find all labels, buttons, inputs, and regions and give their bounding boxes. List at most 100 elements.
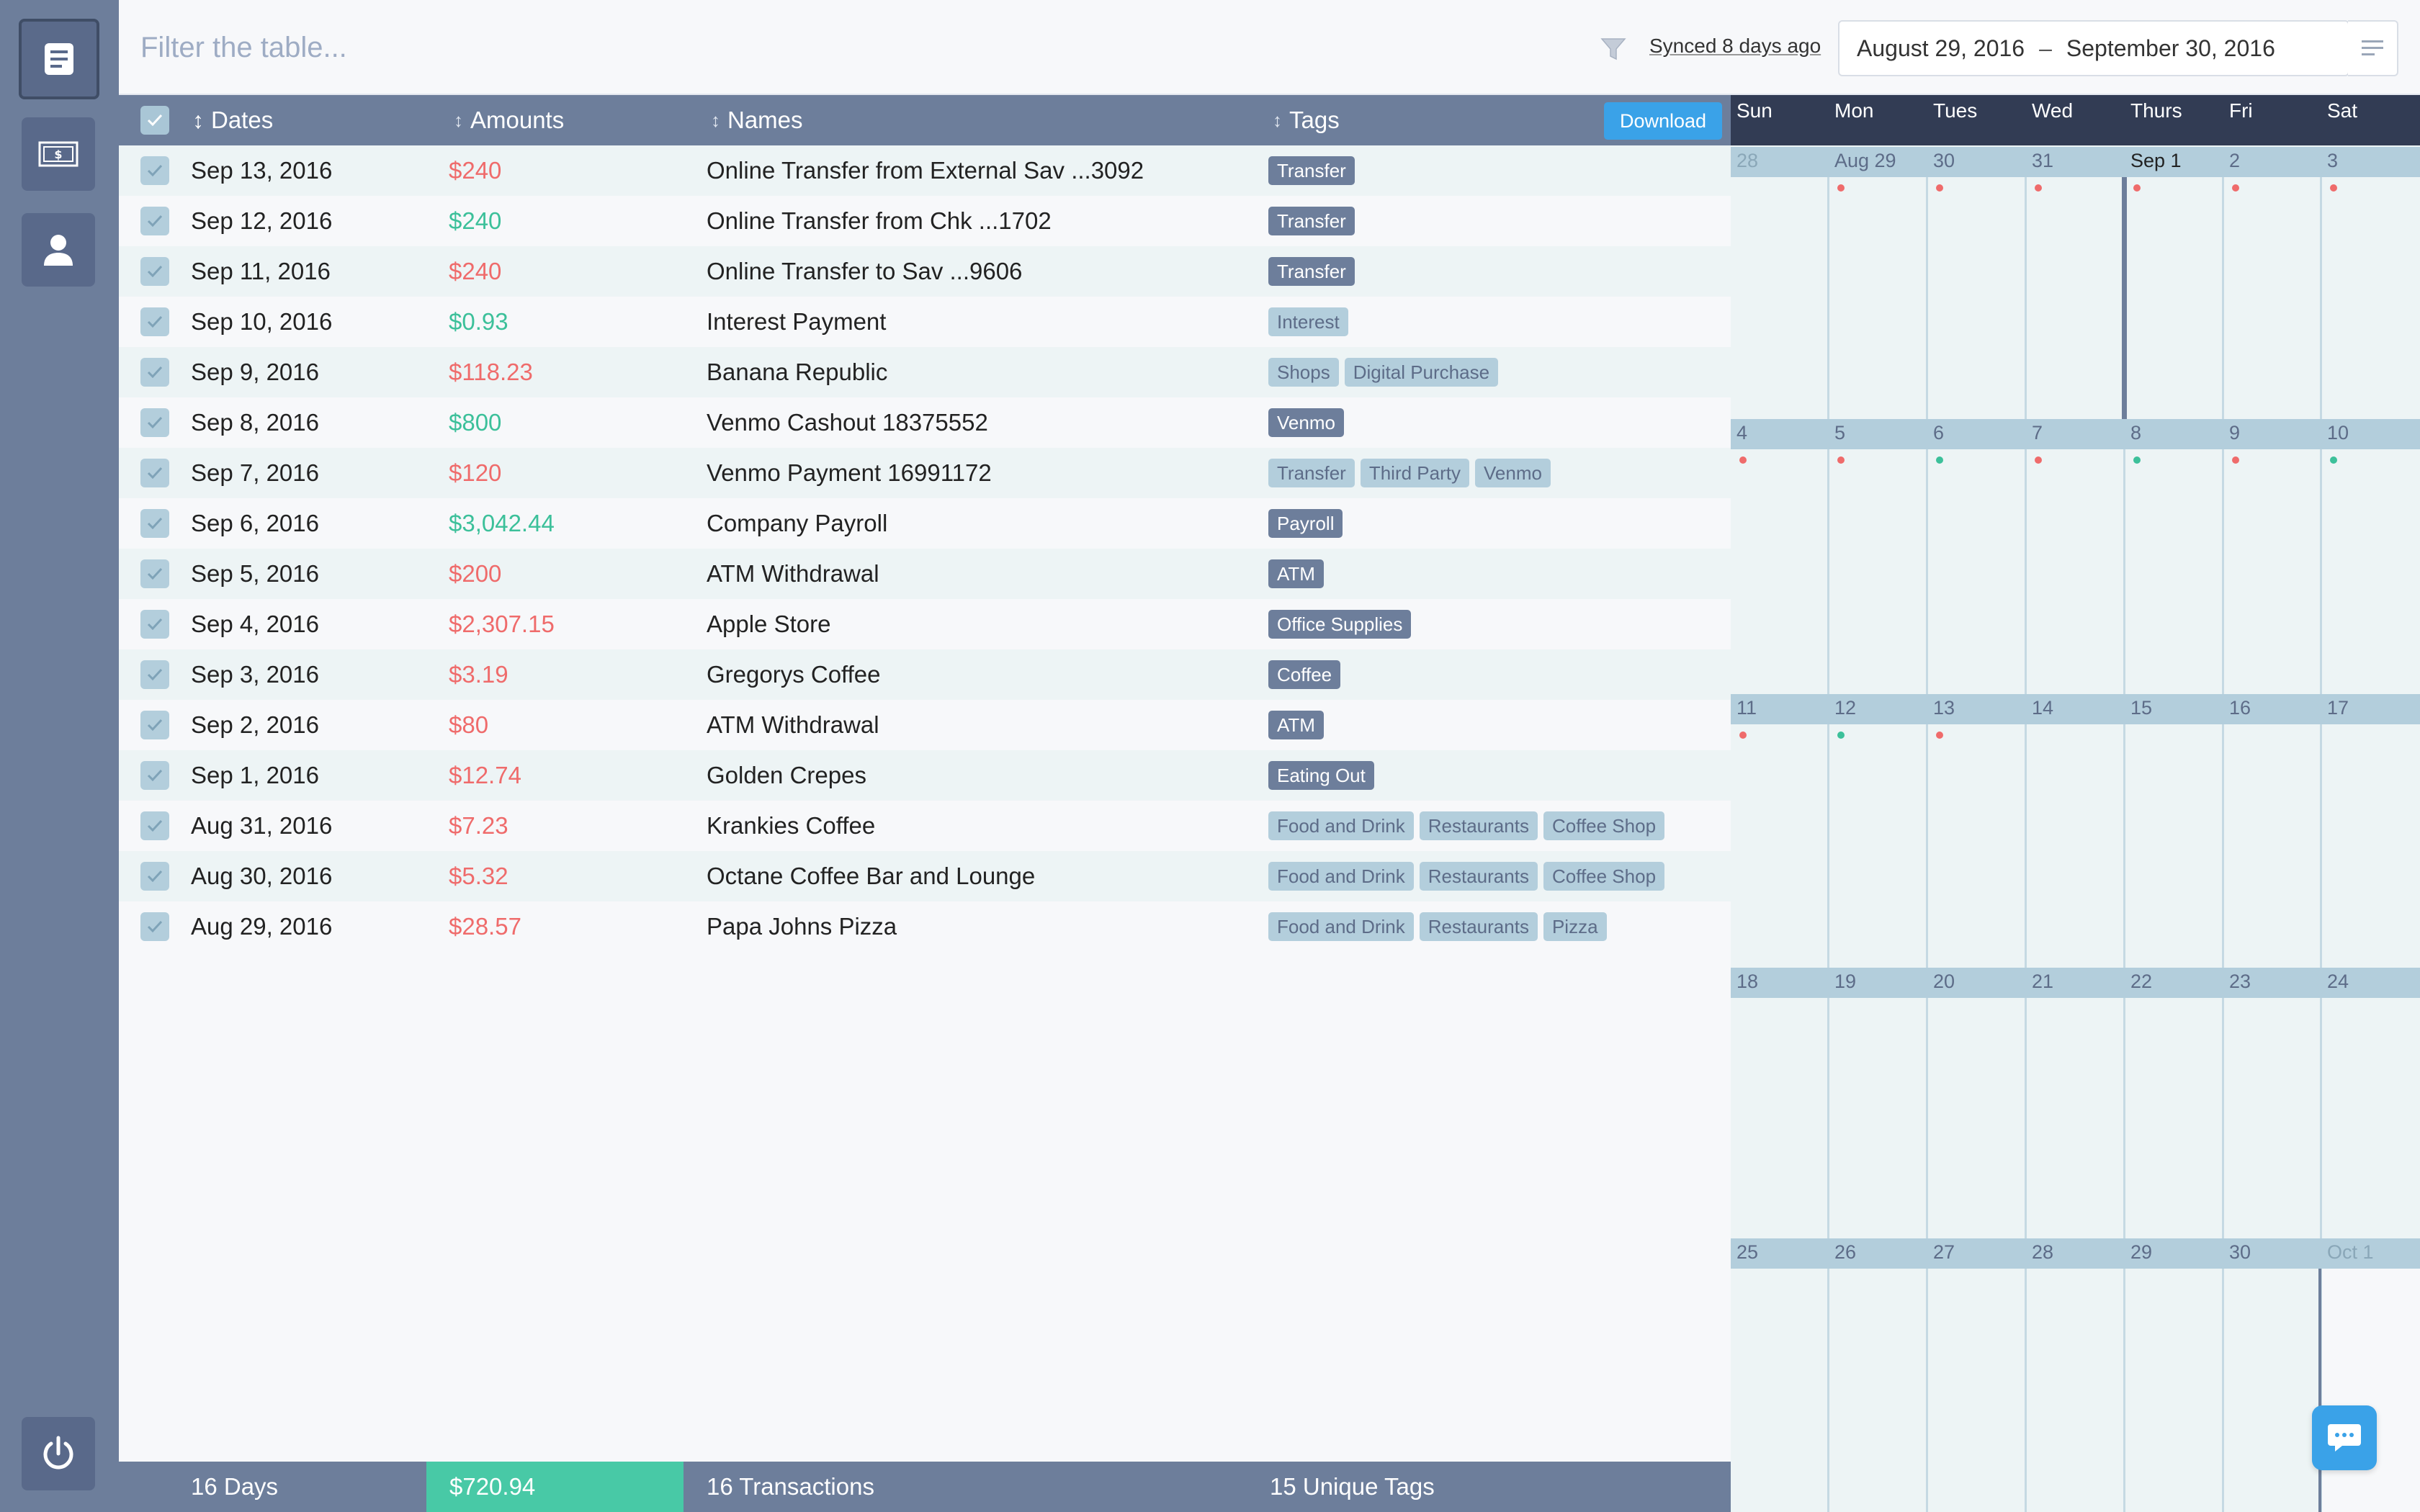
calendar-day[interactable]: 25: [1731, 1238, 1829, 1512]
logout-button[interactable]: [22, 1417, 95, 1490]
calendar-day[interactable]: 22: [2125, 968, 2223, 1238]
calendar-day[interactable]: 30: [2223, 1238, 2322, 1512]
tag-badge[interactable]: Payroll: [1268, 509, 1343, 538]
tag-badge[interactable]: Restaurants: [1419, 912, 1538, 941]
select-all-checkbox[interactable]: [140, 95, 169, 145]
tag-badge[interactable]: Food and Drink: [1268, 811, 1414, 840]
table-row[interactable]: Sep 1, 2016 $12.74 Golden Crepes Eating …: [119, 750, 1731, 801]
table-row[interactable]: Sep 7, 2016 $120 Venmo Payment 16991172 …: [119, 448, 1731, 498]
row-checkbox[interactable]: [140, 196, 169, 246]
tag-badge[interactable]: Venmo: [1475, 459, 1551, 487]
row-checkbox[interactable]: [140, 448, 169, 498]
table-row[interactable]: Aug 31, 2016 $7.23 Krankies Coffee Food …: [119, 801, 1731, 851]
sidebar-item-money[interactable]: $: [22, 117, 95, 191]
calendar-day[interactable]: Sep 1: [2125, 147, 2223, 419]
calendar-day[interactable]: 28: [2026, 1238, 2125, 1512]
tag-badge[interactable]: Eating Out: [1268, 761, 1374, 790]
tag-badge[interactable]: Food and Drink: [1268, 912, 1414, 941]
date-range-menu-button[interactable]: [2348, 20, 2398, 76]
calendar-day[interactable]: 19: [1829, 968, 1927, 1238]
row-checkbox[interactable]: [140, 297, 169, 347]
calendar-day[interactable]: 8: [2125, 419, 2223, 694]
row-checkbox[interactable]: [140, 801, 169, 851]
tag-badge[interactable]: Transfer: [1268, 459, 1355, 487]
filter-input[interactable]: [140, 22, 1293, 73]
calendar-day[interactable]: 17: [2321, 694, 2420, 968]
tag-badge[interactable]: Third Party: [1360, 459, 1469, 487]
calendar-day[interactable]: 11: [1731, 694, 1829, 968]
table-row[interactable]: Sep 8, 2016 $800 Venmo Cashout 18375552 …: [119, 397, 1731, 448]
table-row[interactable]: Sep 5, 2016 $200 ATM Withdrawal ATM: [119, 549, 1731, 599]
calendar-day[interactable]: 28: [1731, 147, 1829, 419]
calendar-day[interactable]: Oct 1: [2321, 1238, 2420, 1512]
tag-badge[interactable]: Coffee Shop: [1543, 811, 1665, 840]
date-range-picker[interactable]: August 29, 2016 – September 30, 2016: [1838, 20, 2349, 76]
calendar-day[interactable]: 3: [2321, 147, 2420, 419]
calendar-day[interactable]: 15: [2125, 694, 2223, 968]
row-checkbox[interactable]: [140, 901, 169, 952]
tag-badge[interactable]: Shops: [1268, 358, 1339, 387]
calendar-day[interactable]: 21: [2026, 968, 2125, 1238]
tag-badge[interactable]: Transfer: [1268, 156, 1355, 185]
tag-badge[interactable]: Transfer: [1268, 257, 1355, 286]
row-checkbox[interactable]: [140, 397, 169, 448]
row-checkbox[interactable]: [140, 599, 169, 649]
table-row[interactable]: Sep 9, 2016 $118.23 Banana Republic Shop…: [119, 347, 1731, 397]
table-row[interactable]: Sep 6, 2016 $3,042.44 Company Payroll Pa…: [119, 498, 1731, 549]
tag-badge[interactable]: Venmo: [1268, 408, 1344, 437]
calendar-day[interactable]: 12: [1829, 694, 1927, 968]
table-row[interactable]: Sep 3, 2016 $3.19 Gregorys Coffee Coffee: [119, 649, 1731, 700]
calendar-day[interactable]: 31: [2026, 147, 2125, 419]
table-row[interactable]: Sep 12, 2016 $240 Online Transfer from C…: [119, 196, 1731, 246]
row-checkbox[interactable]: [140, 649, 169, 700]
calendar-day[interactable]: 6: [1927, 419, 2026, 694]
table-row[interactable]: Aug 29, 2016 $28.57 Papa Johns Pizza Foo…: [119, 901, 1731, 952]
calendar-day[interactable]: 27: [1927, 1238, 2026, 1512]
calendar-day[interactable]: 10: [2321, 419, 2420, 694]
tag-badge[interactable]: Restaurants: [1419, 811, 1538, 840]
calendar-day[interactable]: 7: [2026, 419, 2125, 694]
tag-badge[interactable]: Restaurants: [1419, 862, 1538, 891]
column-header-names[interactable]: ↕ Names: [711, 95, 803, 145]
calendar-day[interactable]: 30: [1927, 147, 2026, 419]
calendar-day[interactable]: 2: [2223, 147, 2322, 419]
calendar-day[interactable]: 26: [1829, 1238, 1927, 1512]
row-checkbox[interactable]: [140, 246, 169, 297]
calendar-day[interactable]: 29: [2125, 1238, 2223, 1512]
sidebar-item-profile[interactable]: [22, 213, 95, 287]
chat-button[interactable]: [2312, 1405, 2377, 1470]
tag-badge[interactable]: Pizza: [1543, 912, 1607, 941]
row-checkbox[interactable]: [140, 700, 169, 750]
calendar-day[interactable]: 5: [1829, 419, 1927, 694]
tag-badge[interactable]: Transfer: [1268, 207, 1355, 235]
tag-badge[interactable]: Food and Drink: [1268, 862, 1414, 891]
row-checkbox[interactable]: [140, 851, 169, 901]
calendar-day[interactable]: 18: [1731, 968, 1829, 1238]
column-header-dates[interactable]: ↕ Dates: [192, 95, 273, 145]
calendar-day[interactable]: 24: [2321, 968, 2420, 1238]
table-row[interactable]: Sep 4, 2016 $2,307.15 Apple Store Office…: [119, 599, 1731, 649]
table-row[interactable]: Aug 30, 2016 $5.32 Octane Coffee Bar and…: [119, 851, 1731, 901]
calendar-day[interactable]: 16: [2223, 694, 2322, 968]
calendar-day[interactable]: Aug 29: [1829, 147, 1927, 419]
column-header-amounts[interactable]: ↕ Amounts: [454, 95, 564, 145]
sync-status-link[interactable]: Synced 8 days ago: [1649, 35, 1821, 57]
row-checkbox[interactable]: [140, 145, 169, 196]
calendar-day[interactable]: 9: [2223, 419, 2322, 694]
tag-badge[interactable]: ATM: [1268, 559, 1324, 588]
tag-badge[interactable]: Coffee: [1268, 660, 1341, 689]
calendar-day[interactable]: 23: [2223, 968, 2322, 1238]
table-row[interactable]: Sep 13, 2016 $240 Online Transfer from E…: [119, 145, 1731, 196]
row-checkbox[interactable]: [140, 498, 169, 549]
table-row[interactable]: Sep 10, 2016 $0.93 Interest Payment Inte…: [119, 297, 1731, 347]
calendar-day[interactable]: 4: [1731, 419, 1829, 694]
row-checkbox[interactable]: [140, 549, 169, 599]
tag-badge[interactable]: Coffee Shop: [1543, 862, 1665, 891]
table-row[interactable]: Sep 2, 2016 $80 ATM Withdrawal ATM: [119, 700, 1731, 750]
tag-badge[interactable]: Interest: [1268, 307, 1348, 336]
download-button[interactable]: Download: [1604, 102, 1722, 140]
calendar-day[interactable]: 13: [1927, 694, 2026, 968]
column-header-tags[interactable]: ↕ Tags: [1273, 95, 1340, 145]
tag-badge[interactable]: Digital Purchase: [1344, 358, 1499, 387]
row-checkbox[interactable]: [140, 750, 169, 801]
